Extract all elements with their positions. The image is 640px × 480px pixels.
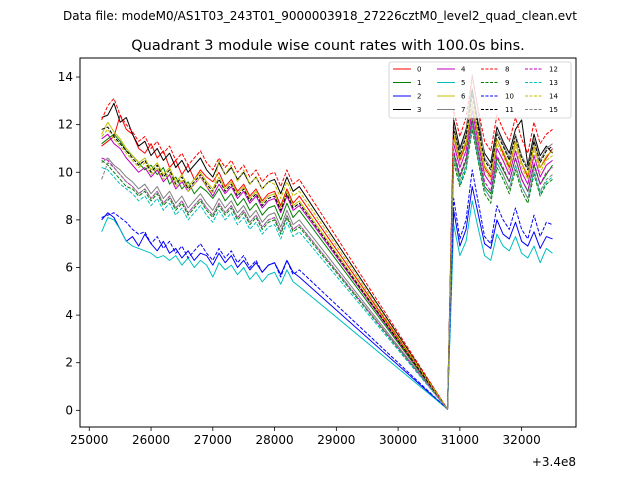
- series-line-1: [101, 119, 553, 410]
- y-tick-label: 10: [58, 165, 73, 179]
- x-tick-label: 29000: [317, 433, 355, 447]
- plot-area: [79, 57, 577, 428]
- legend-label-2: 2: [417, 93, 421, 101]
- series-line-2: [101, 186, 553, 410]
- data-file-suptitle: Data file: modeM0/AS1T03_243T01_90000039…: [63, 9, 577, 23]
- legend-label-6: 6: [461, 93, 466, 101]
- y-tick-label: 6: [65, 260, 73, 274]
- series-line-4: [101, 109, 553, 410]
- y-tick-label: 12: [58, 118, 73, 132]
- series-line-13: [101, 124, 553, 410]
- legend-label-1: 1: [417, 79, 421, 87]
- legend-label-14: 14: [549, 93, 558, 101]
- x-tick-label: 28000: [255, 433, 293, 447]
- y-tick-label: 4: [65, 308, 73, 322]
- series-line-0: [101, 105, 553, 410]
- x-tick-label: 31000: [441, 433, 479, 447]
- x-tick-label: 25000: [70, 433, 108, 447]
- chart-title: Quadrant 3 module wise count rates with …: [131, 38, 525, 54]
- legend-label-8: 8: [505, 66, 509, 74]
- y-tick-label: 8: [65, 213, 73, 227]
- x-tick-label: 26000: [132, 433, 170, 447]
- y-axis: 0 2 4 6 8 10 12 14: [58, 70, 80, 417]
- legend-frame: [388, 61, 572, 119]
- series-line-7: [101, 74, 553, 410]
- legend-label-12: 12: [549, 66, 558, 74]
- x-tick-label: 32000: [503, 433, 541, 447]
- x-tick-label: 30000: [379, 433, 417, 447]
- legend-label-11: 11: [505, 106, 514, 114]
- legend-label-10: 10: [505, 93, 514, 101]
- series-layer: [101, 74, 553, 410]
- x-offset-label: +3.4e8: [532, 455, 576, 469]
- legend-label-15: 15: [549, 106, 558, 114]
- series-line-6: [101, 100, 553, 410]
- series-line-3: [101, 88, 553, 410]
- x-tick-label: 27000: [194, 433, 232, 447]
- series-line-5: [101, 200, 553, 410]
- legend-label-3: 3: [417, 106, 421, 114]
- plot-frame: [79, 57, 577, 428]
- y-tick-label: 0: [65, 403, 73, 417]
- series-line-14: [101, 105, 553, 410]
- y-tick-label: 14: [58, 70, 73, 84]
- series-line-9: [101, 128, 553, 410]
- y-tick-label: 2: [65, 356, 73, 370]
- x-axis: 25000 26000 27000 28000 29000 30000 31000 32000: [70, 427, 541, 447]
- series-line-12: [101, 117, 553, 410]
- legend-label-13: 13: [549, 79, 558, 87]
- legend-label-9: 9: [505, 79, 509, 87]
- series-line-8: [101, 76, 553, 410]
- series-line-10: [101, 169, 553, 410]
- legend-label-0: 0: [417, 66, 421, 74]
- legend-label-4: 4: [461, 66, 466, 74]
- series-line-11: [101, 93, 553, 410]
- legend-label-7: 7: [461, 106, 465, 114]
- legend-label-5: 5: [461, 79, 465, 87]
